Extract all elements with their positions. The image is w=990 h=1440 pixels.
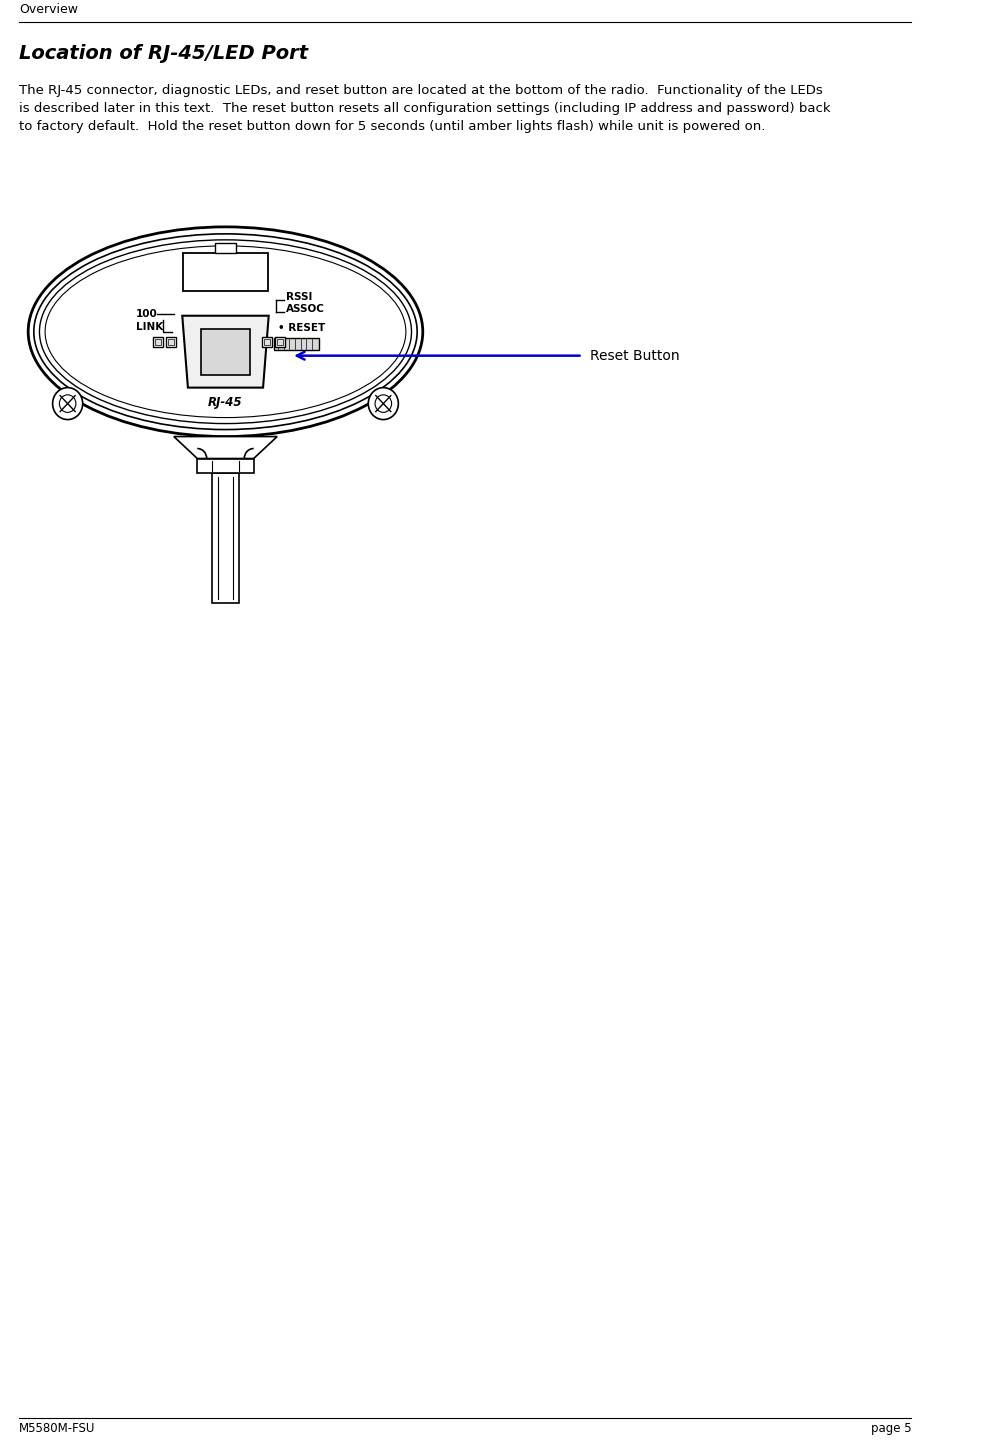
Text: RSSI: RSSI <box>285 292 312 302</box>
Text: 100: 100 <box>137 308 158 318</box>
Text: The RJ-45 connector, diagnostic LEDs, and reset button are located at the bottom: The RJ-45 connector, diagnostic LEDs, an… <box>19 84 831 132</box>
FancyBboxPatch shape <box>262 337 271 347</box>
FancyBboxPatch shape <box>264 338 269 344</box>
Text: LINK: LINK <box>137 321 163 331</box>
FancyBboxPatch shape <box>215 243 236 253</box>
Text: ASSOC: ASSOC <box>285 304 325 314</box>
FancyBboxPatch shape <box>153 337 162 347</box>
FancyBboxPatch shape <box>166 337 175 347</box>
FancyBboxPatch shape <box>212 474 239 603</box>
Polygon shape <box>174 436 277 458</box>
FancyBboxPatch shape <box>183 253 267 291</box>
FancyBboxPatch shape <box>155 338 160 344</box>
Text: • RESET: • RESET <box>278 323 326 333</box>
Ellipse shape <box>28 228 423 436</box>
FancyBboxPatch shape <box>274 338 320 350</box>
Text: Reset Button: Reset Button <box>590 348 680 363</box>
Polygon shape <box>182 315 268 387</box>
Circle shape <box>368 387 398 419</box>
Text: page 5: page 5 <box>871 1421 912 1434</box>
FancyBboxPatch shape <box>275 337 285 347</box>
Text: Location of RJ-45/LED Port: Location of RJ-45/LED Port <box>19 45 308 63</box>
FancyBboxPatch shape <box>197 458 253 474</box>
Text: M5580M-FSU: M5580M-FSU <box>19 1421 95 1434</box>
FancyBboxPatch shape <box>168 338 174 344</box>
FancyBboxPatch shape <box>277 338 283 344</box>
Circle shape <box>52 387 83 419</box>
Text: RJ-45: RJ-45 <box>208 396 243 409</box>
FancyBboxPatch shape <box>201 328 249 374</box>
Text: Overview: Overview <box>19 3 78 16</box>
